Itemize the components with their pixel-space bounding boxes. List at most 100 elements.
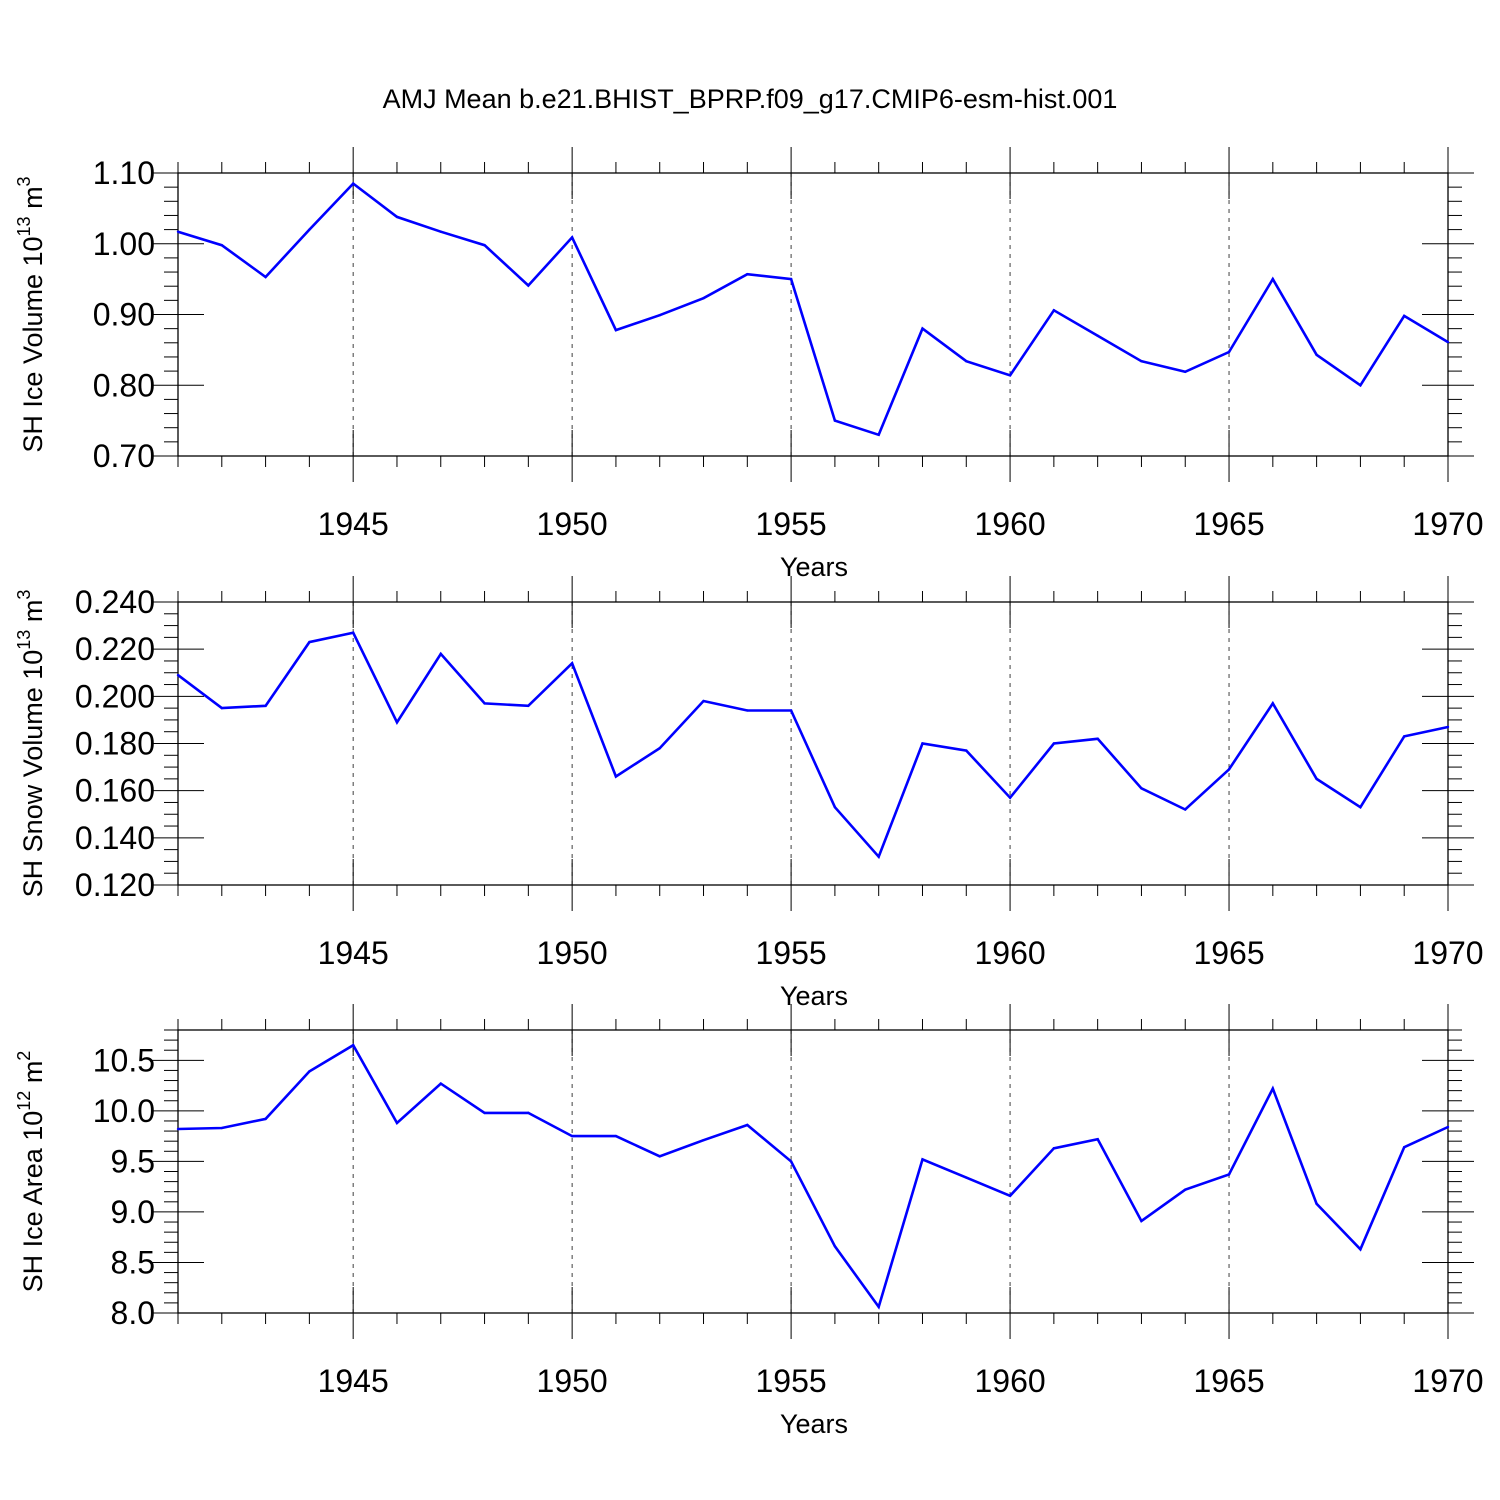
x-tick-label: 1970: [1412, 935, 1483, 971]
data-point: [308, 640, 311, 644]
data-point: [1446, 340, 1450, 344]
y-tick-label: 10.0: [93, 1093, 155, 1129]
data-point: [1359, 805, 1362, 809]
data-point: [395, 215, 399, 219]
plot-frame: [177, 601, 1449, 886]
data-point: [1359, 1248, 1362, 1251]
y-tick-label: 9.0: [111, 1194, 155, 1230]
x-tick-label: 1945: [318, 506, 389, 542]
x-tick-label: 1960: [974, 506, 1045, 542]
x-tick-label: 1950: [537, 935, 608, 971]
data-point: [658, 314, 661, 317]
data-point: [877, 433, 880, 436]
data-point: [1096, 334, 1099, 337]
x-tick-label: 1945: [318, 935, 389, 971]
data-point: [439, 1082, 442, 1085]
data-point: [746, 272, 749, 276]
y-axis-label-text: m: [18, 1061, 48, 1091]
plot-frame: [177, 1029, 1449, 1314]
data-point: [921, 742, 924, 745]
data-point: [1096, 737, 1099, 740]
data-point: [1446, 1125, 1450, 1129]
y-axis-label-text: SH Snow Volume 10: [18, 650, 48, 898]
data-point: [1315, 1202, 1318, 1206]
data-point: [833, 805, 837, 809]
data-point: [351, 631, 355, 634]
data-point: [877, 855, 880, 858]
y-tick-label: 0.70: [93, 438, 155, 474]
plot-frame: [177, 172, 1449, 457]
data-point: [789, 277, 793, 281]
x-tick-label: 1965: [1193, 506, 1264, 542]
data-point: [702, 297, 705, 300]
data-point: [439, 230, 442, 233]
y-tick-label: 1.10: [93, 155, 155, 191]
data-point: [1403, 735, 1406, 738]
data-point: [614, 328, 618, 332]
x-axis-label: Years: [780, 981, 848, 1011]
x-tick-label: 1950: [537, 506, 608, 542]
data-point: [483, 243, 486, 247]
y-tick-label: 9.5: [111, 1143, 155, 1179]
data-point: [570, 1134, 574, 1138]
data-point: [1140, 359, 1143, 363]
data-point: [1315, 777, 1318, 781]
data-point: [220, 243, 223, 247]
y-axis-label-superscript: 13: [14, 216, 34, 236]
data-point: [1052, 1147, 1056, 1150]
x-tick-label: 1960: [974, 935, 1045, 971]
x-tick-label: 1955: [756, 1363, 827, 1399]
y-tick-label: 8.0: [111, 1295, 155, 1331]
data-point: [921, 1158, 924, 1161]
data-point: [570, 662, 574, 665]
x-tick-label: 1965: [1193, 935, 1264, 971]
x-tick-label: 1955: [756, 506, 827, 542]
data-point: [1184, 808, 1187, 811]
data-point: [527, 704, 530, 707]
x-tick-label: 1960: [974, 1363, 1045, 1399]
data-point: [1446, 725, 1450, 729]
x-axis-label: Years: [780, 1409, 848, 1439]
data-point: [789, 1160, 793, 1163]
x-tick-label: 1955: [756, 935, 827, 971]
data-point: [176, 230, 180, 233]
data-point: [483, 702, 486, 705]
data-point: [439, 652, 442, 656]
data-line: [177, 181, 1449, 437]
data-point: [702, 1138, 705, 1142]
y-tick-label: 10.5: [93, 1042, 155, 1078]
data-point: [308, 1070, 311, 1073]
data-point: [220, 706, 223, 710]
data-point: [527, 1111, 530, 1115]
data-point: [1052, 309, 1056, 312]
data-point: [702, 699, 705, 703]
data-point: [176, 1127, 180, 1131]
data-point: [1140, 1219, 1143, 1223]
data-point: [1315, 353, 1318, 357]
y-axis-label-superscript: 2: [14, 1051, 34, 1061]
y-axis-label: SH Ice Area 1012 m2: [14, 1051, 48, 1293]
x-tick-label: 1945: [318, 1363, 389, 1399]
data-point: [965, 359, 968, 363]
y-tick-label: 0.180: [75, 726, 155, 762]
y-axis-label-superscript: 3: [14, 176, 34, 186]
data-point: [1008, 796, 1012, 799]
data-point: [1227, 1173, 1231, 1176]
data-point: [658, 1155, 661, 1158]
y-axis-label: SH Ice Volume 1013 m3: [14, 176, 48, 452]
data-point: [658, 747, 661, 750]
data-point: [483, 1111, 486, 1115]
data-line: [177, 631, 1449, 860]
y-axis-label-text: SH Ice Volume 10: [18, 236, 48, 452]
y-tick-label: 0.140: [75, 820, 155, 856]
y-axis-label: SH Snow Volume 1013 m3: [14, 590, 48, 898]
data-point: [921, 327, 924, 330]
y-axis-label-superscript: 3: [14, 590, 34, 600]
data-point: [1271, 702, 1275, 705]
data-point: [1008, 1194, 1012, 1197]
data-point: [746, 1123, 749, 1127]
chart-title: AMJ Mean b.e21.BHIST_BPRP.f09_g17.CMIP6-…: [382, 84, 1118, 114]
data-point: [833, 419, 837, 422]
chart-panel-3: 8.0 8.5 9.0 9.5 10.0 10.5 1945 1950 1955 1960 1965…: [14, 1004, 1484, 1439]
